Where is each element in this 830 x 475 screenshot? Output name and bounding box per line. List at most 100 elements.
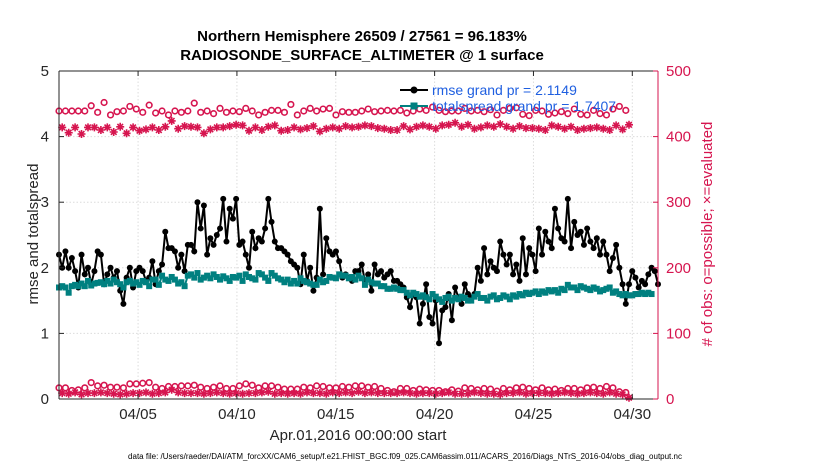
spread-point bbox=[113, 279, 120, 286]
spread-point bbox=[635, 291, 642, 298]
obs-possible-low-point bbox=[538, 384, 546, 392]
rmse-point bbox=[175, 264, 182, 271]
rmse-point bbox=[510, 271, 517, 278]
spread-point bbox=[516, 291, 523, 298]
rmse-point bbox=[564, 195, 571, 202]
obs-possible-point bbox=[293, 111, 301, 119]
spread-point bbox=[477, 294, 484, 301]
spread-point bbox=[59, 283, 66, 290]
spread-point bbox=[207, 275, 214, 282]
rmse-point bbox=[197, 225, 204, 232]
spread-point bbox=[436, 296, 443, 303]
rmse-point bbox=[355, 268, 362, 275]
obs-evaluated-point bbox=[206, 125, 215, 134]
obs-possible-point bbox=[544, 110, 553, 118]
obs-possible-low-point bbox=[274, 383, 282, 391]
rmse-point bbox=[159, 261, 166, 268]
obs-possible-point bbox=[61, 107, 70, 115]
obs-evaluated-point bbox=[264, 122, 273, 131]
spread-point bbox=[104, 277, 111, 284]
rmse-point bbox=[426, 314, 433, 320]
y-axis-label-left: rmse and totalspread bbox=[25, 164, 42, 305]
rmse-point bbox=[188, 241, 195, 248]
spread-point bbox=[590, 284, 597, 291]
obs-possible-point bbox=[538, 107, 546, 115]
obs-evaluated-low-point bbox=[560, 388, 569, 397]
spread-point bbox=[626, 292, 633, 299]
rmse-point bbox=[423, 281, 430, 288]
obs-evaluated-point bbox=[360, 121, 369, 130]
obs-possible-low-point bbox=[87, 379, 95, 387]
spread-point bbox=[387, 285, 394, 292]
obs-evaluated-point bbox=[322, 124, 331, 133]
obs-possible-low-point bbox=[313, 382, 321, 390]
obs-evaluated-point bbox=[212, 123, 221, 132]
obs-possible-low-point bbox=[332, 384, 340, 392]
obs-possible-low-point bbox=[242, 380, 250, 388]
spread-point bbox=[584, 285, 591, 292]
obs-possible-low-point bbox=[229, 384, 237, 393]
obs-possible-point bbox=[622, 106, 630, 114]
obs-possible-point bbox=[345, 108, 353, 116]
obs-evaluated-low-point bbox=[129, 389, 138, 398]
rmse-point bbox=[84, 264, 91, 271]
spread-point bbox=[423, 294, 430, 301]
spread-point bbox=[342, 272, 349, 279]
spread-point bbox=[638, 289, 645, 296]
obs-evaluated-low-point bbox=[154, 389, 163, 398]
spread-point bbox=[162, 276, 169, 283]
obs-possible-point bbox=[190, 99, 198, 107]
spread-point bbox=[394, 285, 401, 292]
obs-evaluated-point bbox=[296, 125, 305, 134]
spread-point bbox=[390, 284, 397, 291]
spread-point bbox=[622, 291, 629, 298]
obs-possible-point bbox=[338, 108, 346, 116]
rmse-point bbox=[258, 238, 265, 245]
y-left-tick-label: 5 bbox=[41, 63, 49, 80]
spread-point bbox=[439, 298, 446, 305]
obs-evaluated-low-point bbox=[187, 389, 195, 398]
obs-possible-point bbox=[306, 104, 314, 112]
obs-evaluated-point bbox=[199, 129, 208, 138]
obs-evaluated-low-point bbox=[464, 389, 472, 398]
rmse-point bbox=[487, 258, 494, 265]
obs-evaluated-point bbox=[122, 129, 131, 138]
obs-evaluated-low-point bbox=[142, 388, 150, 397]
spread-point bbox=[545, 287, 552, 294]
obs-possible-point bbox=[171, 107, 179, 115]
obs-possible-point bbox=[525, 112, 533, 120]
x-tick-label: 04/20 bbox=[416, 406, 454, 423]
obs-possible-low-point bbox=[119, 384, 128, 392]
spread-point bbox=[397, 287, 404, 294]
obs-evaluated-point bbox=[393, 126, 402, 134]
rmse-point bbox=[626, 281, 633, 288]
rmse-point bbox=[461, 281, 468, 288]
x-tick-label: 04/30 bbox=[614, 406, 652, 423]
obs-possible-point bbox=[461, 104, 469, 112]
spread-point bbox=[365, 276, 372, 283]
rmse-point bbox=[561, 238, 568, 245]
obs-evaluated-low-point bbox=[71, 388, 80, 397]
obs-possible-point bbox=[448, 107, 456, 115]
obs-evaluated-low-point bbox=[77, 390, 86, 399]
obs-evaluated-low-point bbox=[328, 388, 337, 397]
rmse-point bbox=[542, 228, 549, 235]
spread-point bbox=[117, 281, 124, 288]
series-layer bbox=[55, 98, 661, 402]
spread-point bbox=[426, 296, 433, 303]
obs-possible-low-point bbox=[351, 382, 359, 390]
obs-possible-point bbox=[106, 111, 115, 119]
obs-evaluated-low-point bbox=[380, 389, 389, 398]
obs-possible-low-point bbox=[126, 380, 134, 388]
rmse-point bbox=[171, 248, 178, 255]
obs-evaluated-low-point bbox=[534, 389, 543, 398]
rmse-point bbox=[600, 238, 607, 245]
obs-evaluated-low-point bbox=[180, 389, 189, 398]
obs-possible-low-point bbox=[564, 384, 572, 393]
obs-possible-point bbox=[570, 105, 578, 113]
spread-point bbox=[629, 292, 636, 299]
spread-point bbox=[561, 287, 568, 294]
y-left-tick-label: 0 bbox=[41, 391, 49, 408]
obs-evaluated-low-point bbox=[547, 389, 556, 398]
obs-evaluated-low-point bbox=[219, 389, 228, 398]
